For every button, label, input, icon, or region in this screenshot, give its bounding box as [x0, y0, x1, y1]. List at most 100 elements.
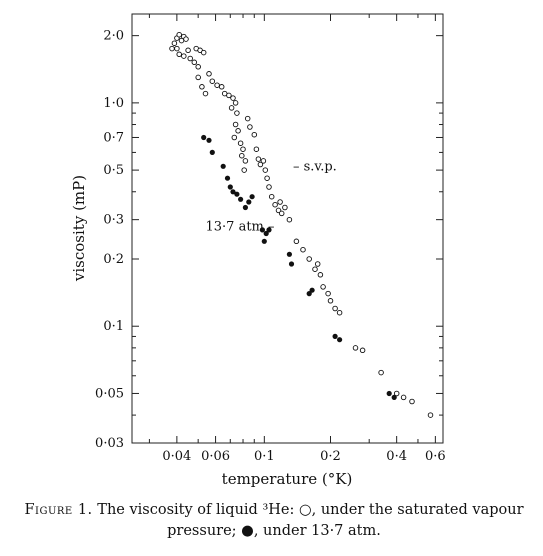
point-13-7-atm — [386, 390, 392, 397]
point-svp — [195, 64, 201, 70]
y-tick-label: 0·1 — [103, 319, 124, 334]
y-tick-label: 1·0 — [103, 96, 124, 111]
x-tick-label: 0·4 — [386, 449, 407, 464]
point-svp — [327, 298, 334, 304]
point-svp — [275, 207, 282, 214]
point-svp — [277, 199, 283, 205]
viscosity-chart: 0·04 0·06 0·1 0·2 0·4 0·6 2·01·00·70·50·30·20… — [70, 13, 446, 488]
point-13-7-atm — [259, 227, 265, 233]
point-svp — [262, 167, 269, 173]
point-svp — [239, 152, 245, 159]
point-svp — [312, 266, 318, 272]
point-svp — [176, 31, 182, 38]
point-13-7-atm — [263, 230, 269, 237]
figure-caption: Figure 1. The viscosity of liquid ³He: ○… — [14, 500, 534, 542]
point-svp — [234, 110, 240, 116]
x-tick-label: 0·06 — [201, 449, 230, 464]
point-svp — [199, 84, 205, 90]
point-svp — [314, 261, 321, 267]
point-svp — [185, 47, 191, 54]
data-points — [169, 31, 434, 418]
point-svp — [187, 55, 193, 62]
point-svp — [200, 49, 207, 56]
point-svp — [176, 51, 182, 58]
x-tick-label: 0·1 — [254, 449, 275, 464]
figure-label: Figure 1. — [24, 502, 93, 518]
point-svp — [240, 146, 246, 152]
chart-annotations: – s.v.p. 13·7 atm – — [206, 159, 337, 234]
point-13-7-atm — [332, 333, 338, 339]
point-13-7-atm — [230, 189, 236, 195]
point-svp — [242, 158, 249, 164]
point-svp — [378, 369, 384, 376]
caption-text: The viscosity of liquid ³He: ○, under th… — [92, 502, 524, 539]
point-svp — [232, 100, 239, 106]
y-axis-ticks: 2·0 1·0 0·7 0·5 0·3 0·2 0·1 0·05 0·03 — [95, 29, 443, 451]
y-tick-label: 0·2 — [103, 252, 124, 267]
point-svp — [427, 412, 434, 418]
point-svp — [272, 201, 278, 208]
point-svp — [293, 238, 300, 245]
point-13-7-atm — [238, 196, 244, 202]
x-tick-label: 0·6 — [425, 449, 446, 464]
point-svp — [171, 40, 178, 46]
point-svp — [230, 95, 236, 101]
point-svp — [255, 156, 262, 162]
point-svp — [183, 36, 189, 42]
point-svp — [359, 347, 366, 354]
y-axis-label: viscosity (mP) — [70, 175, 88, 282]
x-axis-ticks: 0·04 0·06 0·1 0·2 0·4 0·6 — [148, 14, 446, 464]
x-axis-label: temperature (°K) — [222, 470, 353, 488]
x-tick-label: 0·04 — [162, 449, 191, 464]
point-svp — [320, 284, 326, 290]
point-13-7-atm — [220, 163, 226, 169]
point-svp — [400, 394, 407, 401]
annotation-13-7-atm: 13·7 atm – — [206, 219, 275, 234]
point-13-7-atm — [201, 134, 207, 141]
point-svp — [174, 45, 180, 52]
point-svp — [336, 309, 343, 316]
point-svp — [278, 210, 285, 217]
annotation-svp: – s.v.p. — [293, 159, 337, 174]
point-svp — [251, 131, 258, 138]
point-13-7-atm — [234, 191, 240, 197]
point-svp — [306, 256, 312, 262]
point-13-7-atm — [309, 287, 315, 293]
point-svp — [268, 193, 275, 200]
point-svp — [241, 167, 247, 173]
point-svp — [228, 105, 235, 111]
point-svp — [232, 121, 239, 128]
point-svp — [282, 204, 288, 211]
point-svp — [214, 82, 220, 88]
point-svp — [352, 345, 359, 351]
point-svp — [202, 90, 209, 97]
point-svp — [317, 272, 324, 278]
y-tick-label: 0·3 — [103, 213, 124, 228]
point-svp — [260, 158, 267, 164]
point-svp — [235, 128, 241, 134]
y-tick-label: 0·05 — [95, 386, 124, 401]
y-tick-label: 0·5 — [103, 163, 124, 178]
point-13-7-atm — [249, 194, 255, 200]
x-tick-label: 0·2 — [320, 449, 341, 464]
point-13-7-atm — [261, 238, 267, 244]
point-13-7-atm — [337, 337, 343, 343]
point-svp — [257, 161, 264, 168]
point-13-7-atm — [391, 394, 397, 400]
point-svp — [195, 74, 201, 81]
point-13-7-atm — [306, 291, 312, 297]
point-svp — [206, 71, 212, 77]
point-svp — [300, 246, 306, 253]
point-svp — [181, 53, 187, 59]
point-svp — [266, 184, 272, 190]
y-tick-label: 0·7 — [103, 130, 124, 145]
point-svp — [393, 390, 400, 397]
point-svp — [169, 45, 175, 52]
point-svp — [332, 305, 338, 312]
point-13-7-atm — [242, 204, 248, 211]
point-svp — [226, 92, 232, 99]
point-svp — [253, 146, 260, 152]
point-13-7-atm — [286, 251, 292, 257]
point-13-7-atm — [266, 227, 272, 233]
y-tick-label: 0·03 — [95, 436, 124, 451]
